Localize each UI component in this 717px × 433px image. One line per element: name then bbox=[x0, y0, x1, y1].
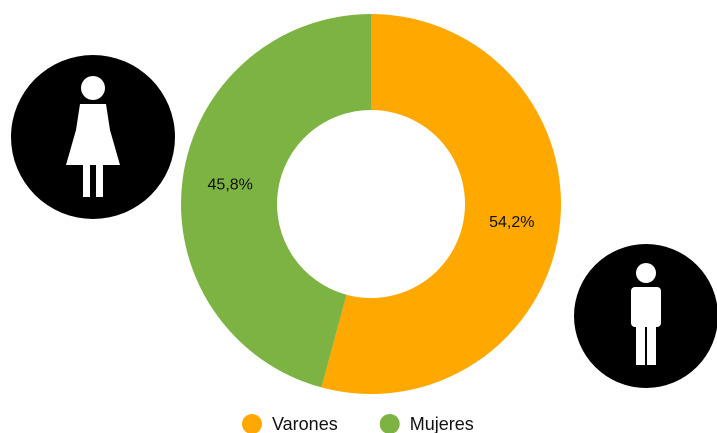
legend-label: Mujeres bbox=[410, 414, 474, 433]
donut: 54,2% 45,8% bbox=[180, 14, 561, 394]
value-label: 54,2% bbox=[489, 214, 534, 231]
slice bbox=[180, 14, 371, 388]
legend-swatch bbox=[242, 414, 262, 433]
legend: Varones Mujeres bbox=[242, 414, 474, 433]
male-icon bbox=[574, 244, 717, 388]
female-icon bbox=[11, 55, 175, 219]
slice bbox=[321, 14, 561, 394]
legend-label: Varones bbox=[272, 414, 338, 433]
legend-swatch bbox=[379, 414, 400, 433]
value-label: 45,8% bbox=[208, 177, 253, 194]
